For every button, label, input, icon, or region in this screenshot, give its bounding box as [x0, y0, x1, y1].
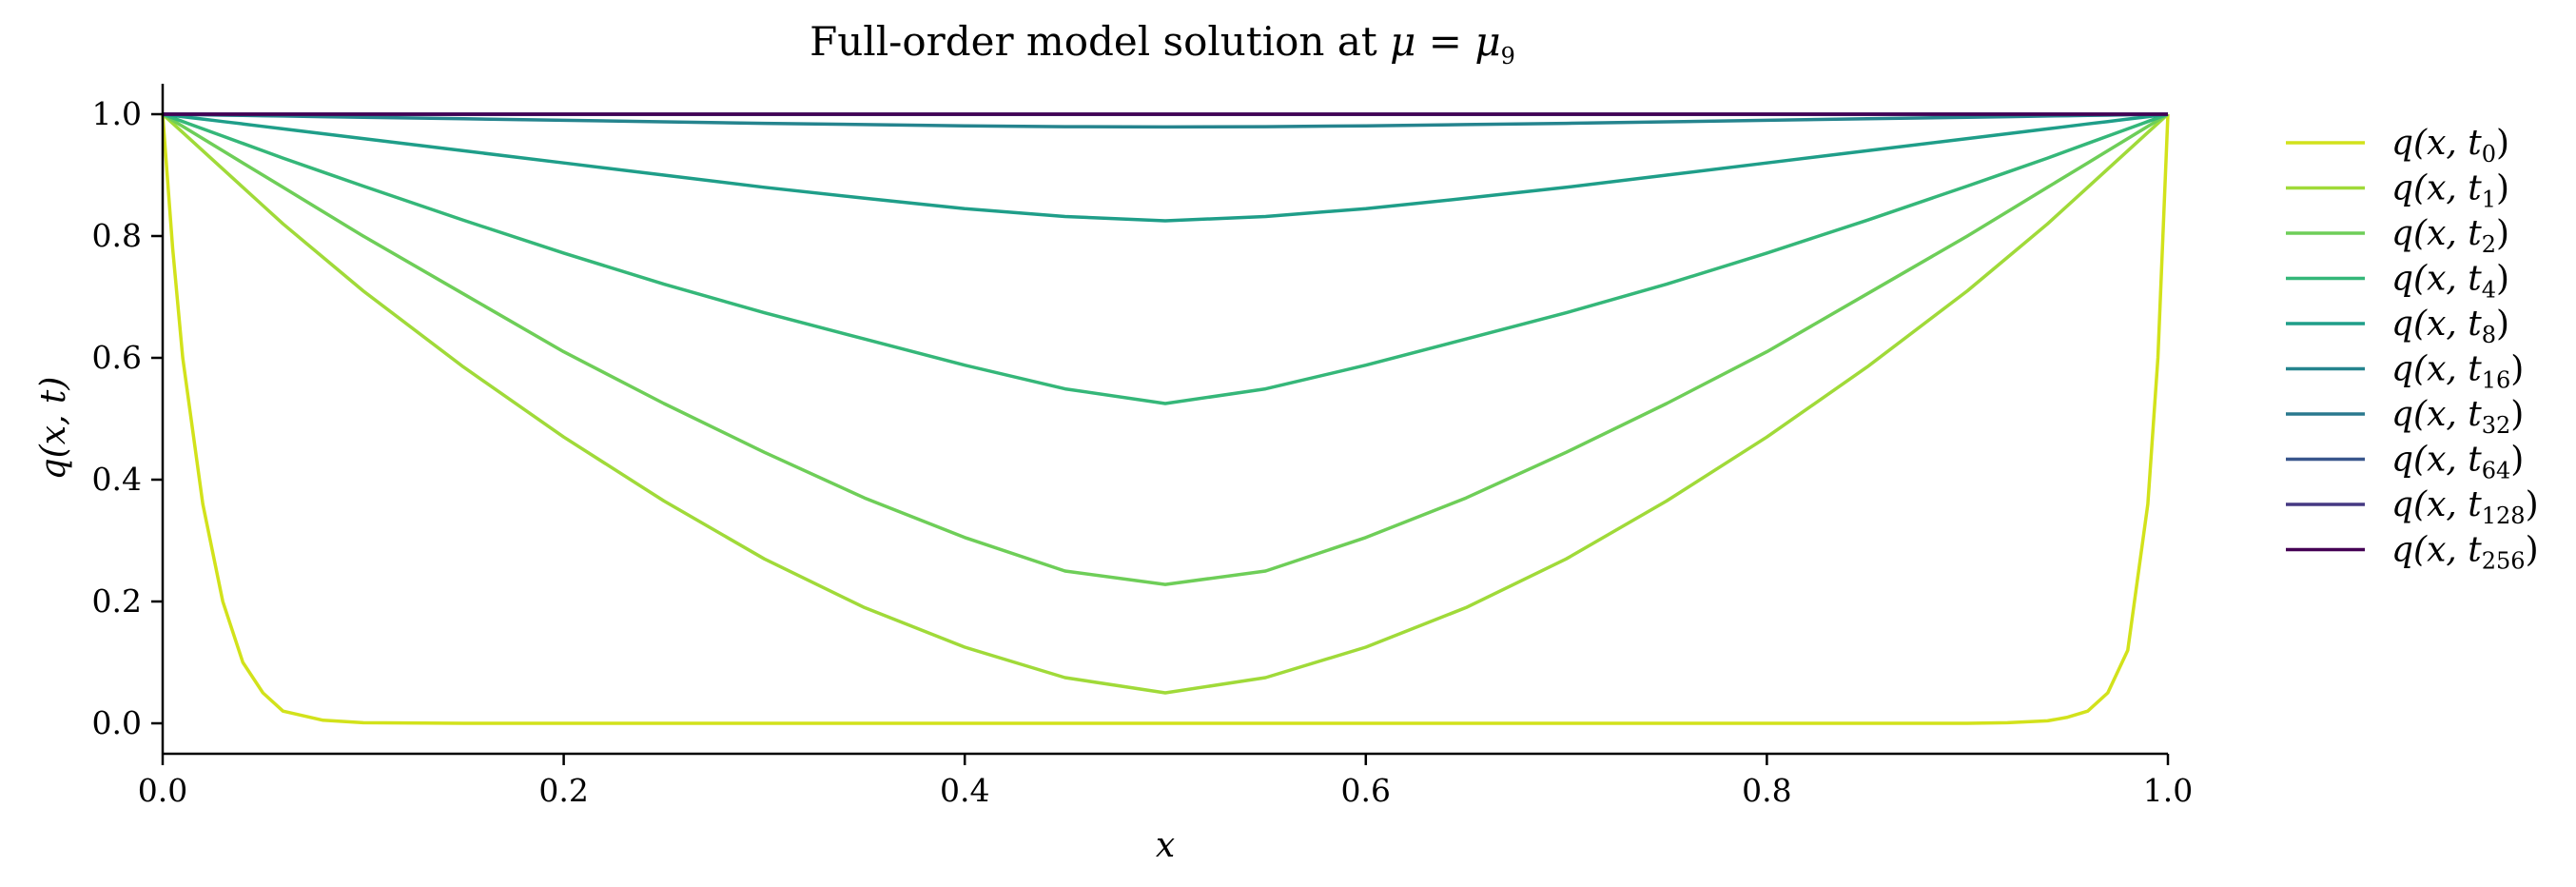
y-tick-label: 0.4	[92, 461, 142, 498]
legend-entry-t0: q(x, t0)	[2391, 124, 2509, 168]
legend-entry-t256: q(x, t256)	[2391, 531, 2539, 575]
y-tick-label: 1.0	[92, 95, 142, 132]
y-tick-label: 0.8	[92, 217, 142, 254]
y-tick-label: 0.2	[92, 582, 142, 620]
x-tick-label: 0.6	[1341, 772, 1391, 809]
series-line-t8	[162, 112, 2169, 223]
legend-entry-t8: q(x, t8)	[2391, 305, 2509, 348]
chart-title-sub: 9	[1501, 43, 1515, 69]
x-tick-label: 0.0	[138, 772, 187, 809]
series-line-t0	[161, 113, 2170, 725]
y-tick-label: 0.0	[92, 704, 142, 741]
legend-entry-t4: q(x, t4)	[2391, 260, 2509, 304]
y-tick-label: 0.6	[92, 339, 142, 376]
legend-entry-t64: q(x, t64)	[2391, 441, 2524, 484]
chart-title: Full-order model solution at μ = μ9	[810, 18, 1515, 69]
y-axis-label: q(x, t)	[34, 377, 73, 481]
legend: q(x, t0)q(x, t1)q(x, t2)q(x, t4)q(x, t8)…	[2286, 124, 2539, 575]
series-lines	[161, 112, 2170, 725]
legend-entry-t32: q(x, t32)	[2391, 395, 2524, 439]
legend-entry-t1: q(x, t1)	[2391, 169, 2509, 213]
series-line-t2	[162, 112, 2169, 586]
x-tick-label: 0.8	[1742, 772, 1791, 809]
legend-entry-t2: q(x, t2)	[2391, 214, 2509, 258]
chart-title-mu-sub: μ	[1474, 18, 1500, 65]
series-line-t4	[162, 112, 2169, 405]
x-tick-label: 0.2	[538, 772, 588, 809]
legend-entry-t16: q(x, t16)	[2391, 350, 2524, 394]
x-tick-label: 0.4	[940, 772, 989, 809]
x-axis-label: x	[1156, 826, 1175, 865]
x-axis-ticks: 0.0 0.2 0.4 0.6 0.8 1.0	[138, 754, 2193, 809]
x-tick-label: 1.0	[2143, 772, 2193, 809]
legend-entry-t128: q(x, t128)	[2391, 485, 2539, 529]
series-line-t1	[161, 112, 2170, 695]
y-axis-ticks: 0.0 0.2 0.4 0.6 0.8 1.0	[92, 95, 163, 741]
